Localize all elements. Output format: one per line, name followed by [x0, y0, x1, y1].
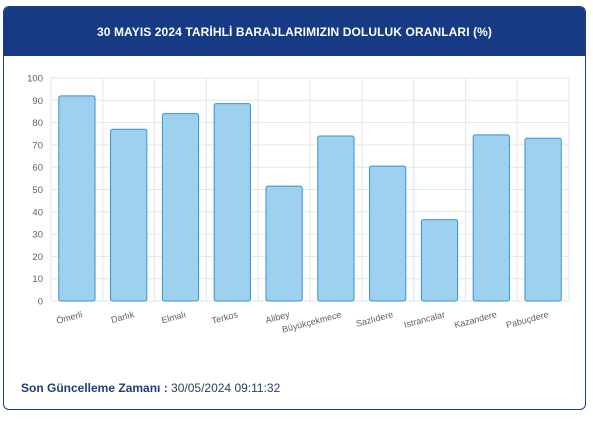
y-tick-label: 90 — [32, 96, 43, 107]
card-header: 30 MAYIS 2024 TARİHLİ BARAJLARIMIZIN DOL… — [4, 7, 585, 56]
y-tick-label: 100 — [27, 74, 43, 85]
bar — [58, 95, 96, 302]
chart-title: 30 MAYIS 2024 TARİHLİ BARAJLARIMIZIN DOL… — [96, 24, 493, 39]
bar — [161, 113, 200, 302]
y-tick-label: 50 — [32, 185, 43, 196]
y-tick-label: 20 — [32, 252, 43, 263]
y-tick-label: 80 — [32, 118, 43, 129]
last-updated-value: 30/05/2024 09:11:32 — [171, 381, 281, 395]
bar — [265, 185, 303, 302]
x-tick-label: Kazandere — [453, 309, 498, 330]
bar-chart: 0 10 20 30 40 50 60 70 80 90 100 Ömerli Darlık Elmal… — [19, 74, 572, 360]
x-tick-label: Istrancalar — [403, 309, 446, 330]
x-axis-ticks: Ömerli Darlık Elmalı Terkos AlibeyBüyükçekme… — [55, 309, 549, 335]
last-updated: Son Güncelleme Zamanı : 30/05/2024 09:11… — [21, 381, 280, 395]
x-tick-label: Elmalı — [160, 309, 187, 325]
x-tick-label: Büyükçekmece — [281, 309, 343, 334]
bar — [213, 103, 251, 302]
bar — [110, 128, 148, 302]
y-tick-label: 0 — [38, 297, 43, 308]
last-updated-label: Son Güncelleme Zamanı : — [21, 381, 168, 395]
y-axis-ticks: 0 10 20 30 40 50 60 70 80 90 100 — [27, 74, 43, 308]
y-tick-label: 30 — [32, 230, 43, 241]
bar — [317, 135, 355, 302]
y-tick-label: 40 — [32, 207, 43, 218]
x-tick-label: Terkos — [211, 309, 240, 326]
bar — [369, 165, 407, 302]
y-tick-label: 60 — [32, 163, 43, 174]
y-tick-label: 10 — [32, 274, 43, 285]
bar — [472, 134, 510, 302]
x-tick-label: Ömerli — [55, 309, 83, 326]
bar-chart-svg: 0 10 20 30 40 50 60 70 80 90 100 Ömerli Darlık Elmal… — [27, 74, 570, 335]
x-tick-label: Sazlıdere — [355, 309, 394, 329]
x-tick-label: Darlık — [110, 309, 136, 325]
bar — [420, 219, 459, 302]
bar — [524, 137, 562, 302]
bar-layer — [58, 95, 562, 302]
dam-levels-card: 30 MAYIS 2024 TARİHLİ BARAJLARIMIZIN DOL… — [3, 6, 586, 410]
y-tick-label: 70 — [32, 140, 43, 151]
x-tick-label: Pabuçdere — [505, 309, 550, 330]
